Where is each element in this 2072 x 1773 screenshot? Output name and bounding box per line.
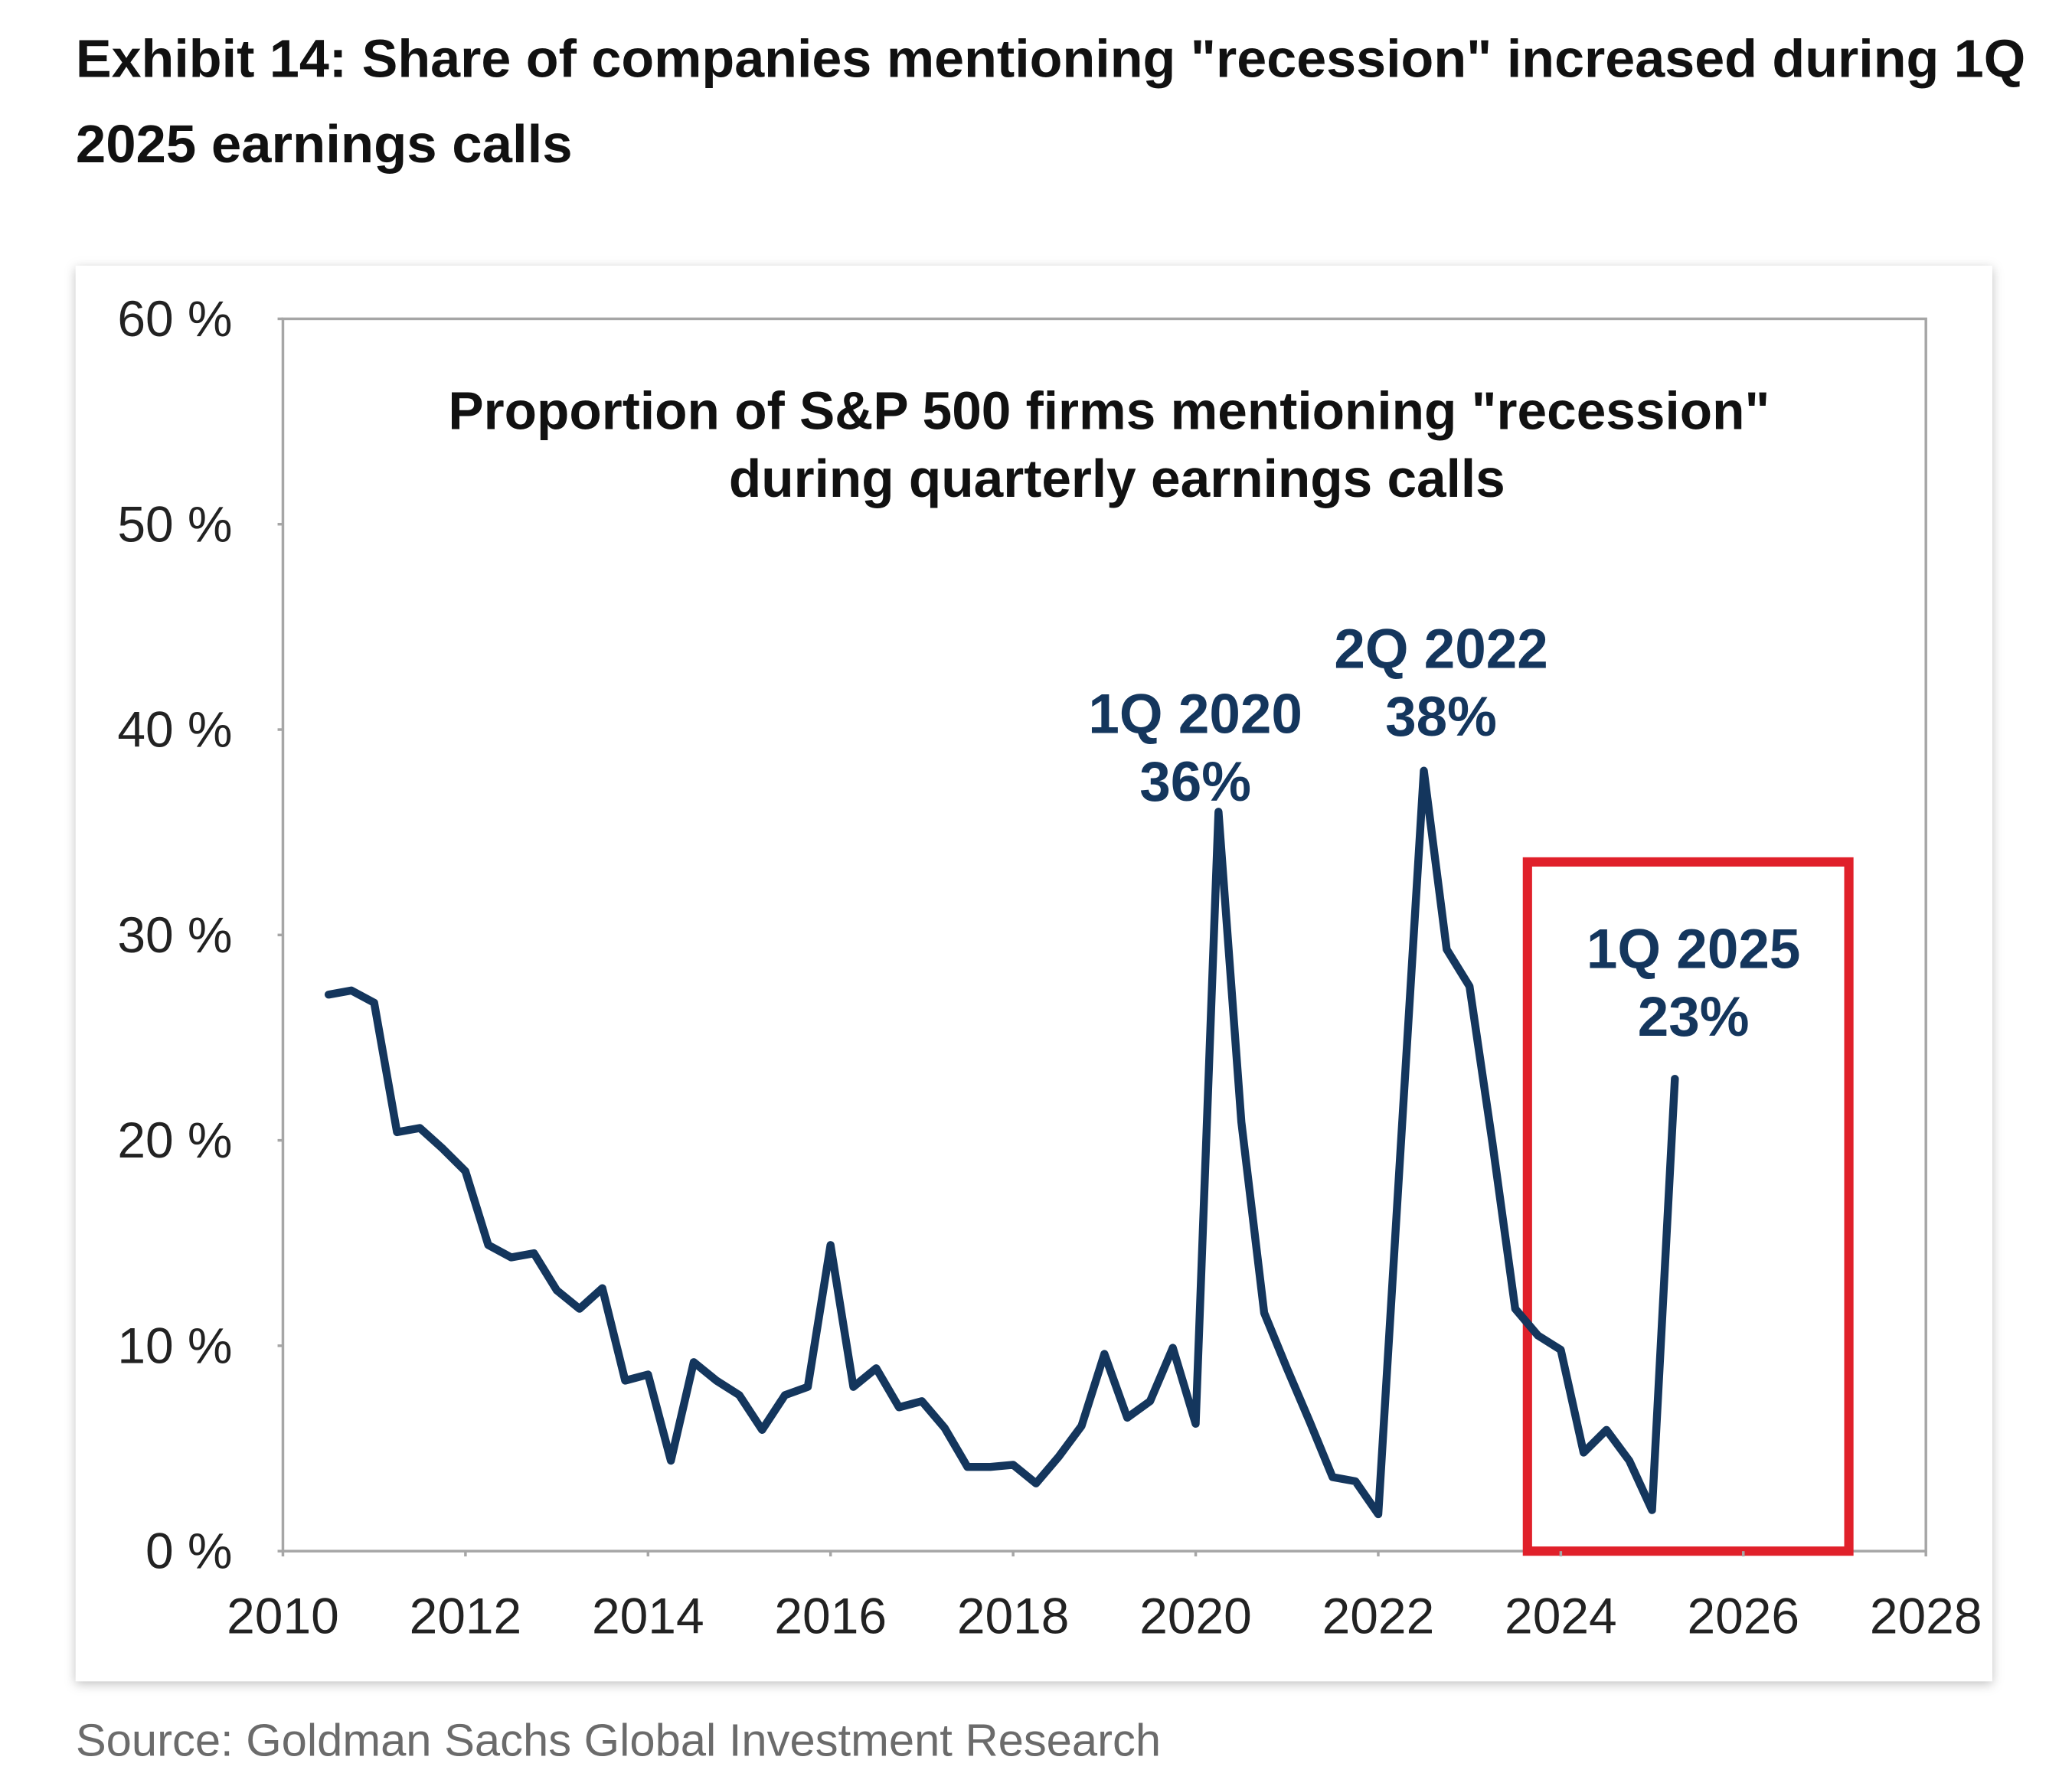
annotation: 38% [1385,686,1497,748]
source-note: Source: Goldman Sachs Global Investment … [76,1716,1161,1765]
x-tick-label: 2022 [1322,1588,1435,1644]
y-tick-label: 20 % [117,1112,232,1168]
annotation: 1Q 2025 [1587,919,1800,981]
chart-card [75,266,1992,1682]
y-tick-label: 10 % [117,1317,232,1373]
highlight-box [1522,857,1854,1556]
x-tick-label: 2012 [410,1588,522,1644]
chart-subtitle: during quarterly earnings calls [729,449,1505,508]
chart-title: Exhibit 14: Share of companies mentionin… [76,29,2025,89]
annotation: 23% [1638,986,1750,1048]
x-tick-label: 2026 [1687,1588,1799,1644]
chart-title: 2025 earnings calls [76,114,573,174]
chart-subtitle: Proportion of S&P 500 firms mentioning "… [448,380,1770,440]
data-line [324,766,1679,1519]
x-tick-label: 2020 [1139,1588,1252,1644]
y-tick-label: 40 % [117,701,232,758]
y-tick-label: 0 % [145,1523,233,1579]
x-tick-label: 2018 [957,1588,1070,1644]
x-tick-label: 2014 [592,1588,704,1644]
y-tick-label: 30 % [117,906,232,963]
x-tick-label: 2028 [1870,1588,1982,1644]
y-tick-label: 50 % [117,495,232,552]
annotation: 2Q 2022 [1334,619,1547,681]
x-tick-label: 2024 [1505,1588,1617,1644]
annotation: 36% [1139,751,1251,813]
annotation: 1Q 2020 [1088,684,1302,746]
x-tick-label: 2016 [774,1588,887,1644]
y-tick-label: 60 % [117,290,232,347]
x-tick-label: 2010 [227,1588,339,1644]
